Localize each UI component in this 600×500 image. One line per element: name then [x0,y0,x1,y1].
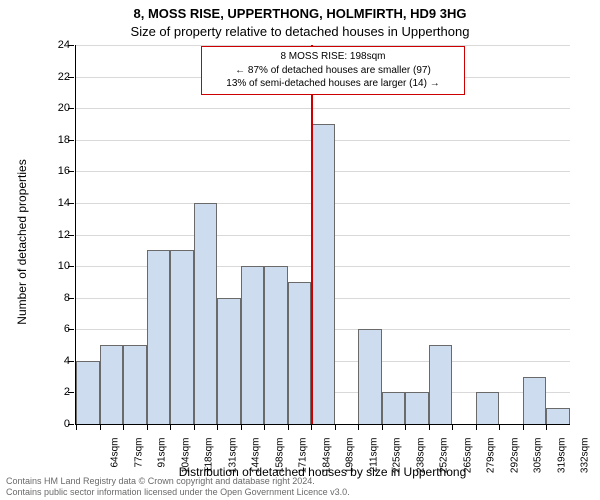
histogram-bar [147,250,171,424]
y-tick-label: 2 [44,386,70,398]
x-tick [100,424,101,430]
x-tick [288,424,289,430]
x-tick [546,424,547,430]
histogram-bar [405,392,429,424]
y-tick-label: 4 [44,355,70,367]
plot-area: 02468101214161820222464sqm77sqm91sqm104s… [75,45,570,425]
x-tick [194,424,195,430]
x-tick [523,424,524,430]
x-tick [170,424,171,430]
y-axis-label: Number of detached properties [15,159,29,324]
histogram-bar [217,298,241,424]
y-tick-label: 22 [44,71,70,83]
y-tick-label: 6 [44,323,70,335]
annotation-line-3: 13% of semi-detached houses are larger (… [208,77,458,91]
y-tick-label: 12 [44,229,70,241]
histogram-bar [194,203,218,424]
x-tick [405,424,406,430]
histogram-bar [382,392,406,424]
y-tick-label: 0 [44,418,70,430]
y-tick-label: 18 [44,134,70,146]
chart-title-sub: Size of property relative to detached ho… [0,24,600,39]
histogram-bar [76,361,100,424]
histogram-bar [288,282,312,424]
footer-attribution: Contains HM Land Registry data © Crown c… [6,476,350,498]
x-tick [335,424,336,430]
histogram-bar [123,345,147,424]
histogram-bar [476,392,500,424]
x-tick [147,424,148,430]
footer-line-1: Contains HM Land Registry data © Crown c… [6,476,350,487]
x-tick [311,424,312,430]
annotation-box: 8 MOSS RISE: 198sqm ← 87% of detached ho… [201,46,465,95]
y-tick-label: 16 [44,165,70,177]
y-tick-label: 24 [44,39,70,51]
histogram-bar [523,377,547,424]
histogram-bar [241,266,265,424]
chart-title-main: 8, MOSS RISE, UPPERTHONG, HOLMFIRTH, HD9… [0,6,600,21]
gridline [76,108,570,109]
y-tick-label: 14 [44,197,70,209]
annotation-line-1: 8 MOSS RISE: 198sqm [208,50,458,64]
x-tick [382,424,383,430]
footer-line-2: Contains public sector information licen… [6,487,350,498]
x-tick [452,424,453,430]
marker-line [311,45,313,424]
annotation-line-2: ← 87% of detached houses are smaller (97… [208,64,458,78]
x-tick [499,424,500,430]
x-tick [264,424,265,430]
histogram-bar [546,408,570,424]
histogram-bar [429,345,453,424]
histogram-bar [358,329,382,424]
x-tick [217,424,218,430]
x-tick [123,424,124,430]
y-tick-label: 8 [44,292,70,304]
x-tick [76,424,77,430]
histogram-bar [311,124,335,424]
chart-container: 8, MOSS RISE, UPPERTHONG, HOLMFIRTH, HD9… [0,0,600,500]
x-tick [358,424,359,430]
histogram-bar [100,345,124,424]
x-tick [429,424,430,430]
histogram-bar [170,250,194,424]
y-tick-label: 10 [44,260,70,272]
y-tick-label: 20 [44,102,70,114]
x-tick-label: 332sqm [580,438,591,478]
x-tick [476,424,477,430]
histogram-bar [264,266,288,424]
x-tick [241,424,242,430]
